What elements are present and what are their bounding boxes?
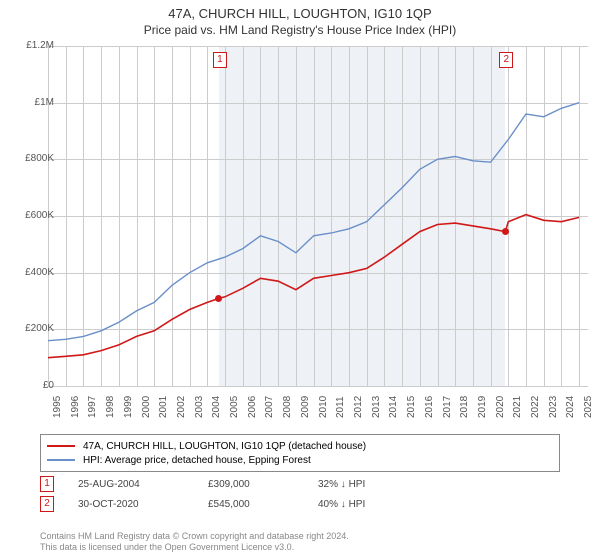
gridline [48,386,588,387]
x-tick-label: 2005 [229,396,240,418]
x-tick-label: 2024 [565,396,576,418]
x-axis-labels: 1995 1996 1997 1998 1999 2000 2001 2002 2003 2004… [48,388,588,428]
legend-label: HPI: Average price, detached house, Eppi… [83,455,311,466]
transaction-date: 25-AUG-2004 [78,479,208,490]
x-tick-label: 2021 [512,396,523,418]
chart-marker-label: 1 [213,52,227,68]
transaction-row: 2 30-OCT-2020£545,00040% ↓ HPI [40,494,438,514]
x-tick-label: 2006 [247,396,258,418]
footer-attribution: Contains HM Land Registry data © Crown c… [40,531,349,554]
y-tick-label: £800K [14,153,54,164]
transaction-delta: 32% ↓ HPI [318,479,438,490]
x-tick-label: 2020 [495,396,506,418]
x-tick-label: 1996 [70,396,81,418]
x-tick-label: 2002 [176,396,187,418]
legend-swatch [47,445,75,447]
x-tick-label: 2023 [548,396,559,418]
x-tick-label: 2019 [477,396,488,418]
legend-swatch [47,459,75,461]
x-tick-label: 2001 [158,396,169,418]
x-tick-label: 2009 [300,396,311,418]
x-tick-label: 2010 [318,396,329,418]
y-tick-label: £1M [14,97,54,108]
x-tick-label: 1998 [105,396,116,418]
x-tick-label: 2014 [388,396,399,418]
x-tick-label: 2000 [141,396,152,418]
x-tick-label: 2017 [442,396,453,418]
transaction-price: £309,000 [208,479,318,490]
x-tick-label: 2004 [211,396,222,418]
legend: 47A, CHURCH HILL, LOUGHTON, IG10 1QP (de… [40,434,560,472]
x-tick-label: 2003 [194,396,205,418]
x-tick-label: 2007 [264,396,275,418]
x-tick-label: 2013 [371,396,382,418]
y-tick-label: £600K [14,210,54,221]
transaction-table: 1 25-AUG-2004£309,00032% ↓ HPI 2 30-OCT-202… [40,474,438,514]
series-hpi [48,103,579,341]
legend-label: 47A, CHURCH HILL, LOUGHTON, IG10 1QP (de… [83,441,366,452]
transaction-row: 1 25-AUG-2004£309,00032% ↓ HPI [40,474,438,494]
chart-marker-dot [502,228,509,235]
y-tick-label: £200K [14,323,54,334]
x-tick-label: 1995 [52,396,63,418]
y-tick-label: £1.2M [14,40,54,51]
chart-plot-area: 12 [48,46,588,386]
legend-item: 47A, CHURCH HILL, LOUGHTON, IG10 1QP (de… [47,439,553,453]
x-tick-label: 1999 [123,396,134,418]
transaction-marker: 1 [40,476,54,492]
transaction-date: 30-OCT-2020 [78,499,208,510]
x-tick-label: 2018 [459,396,470,418]
y-tick-label: £0 [14,380,54,391]
transaction-price: £545,000 [208,499,318,510]
chart-marker-label: 2 [499,52,513,68]
x-tick-label: 2025 [583,396,594,418]
footer-line: This data is licensed under the Open Gov… [40,542,349,554]
legend-item: HPI: Average price, detached house, Eppi… [47,453,553,467]
chart-subtitle: Price paid vs. HM Land Registry's House … [0,21,600,37]
x-tick-label: 2011 [335,396,346,418]
x-tick-label: 2016 [424,396,435,418]
footer-line: Contains HM Land Registry data © Crown c… [40,531,349,543]
chart-svg [48,46,588,386]
chart-title: 47A, CHURCH HILL, LOUGHTON, IG10 1QP [0,0,600,21]
x-tick-label: 2008 [282,396,293,418]
y-tick-label: £400K [14,267,54,278]
x-tick-label: 2015 [406,396,417,418]
x-tick-label: 2012 [353,396,364,418]
transaction-delta: 40% ↓ HPI [318,499,438,510]
x-tick-label: 1997 [87,396,98,418]
transaction-marker: 2 [40,496,54,512]
x-tick-label: 2022 [530,396,541,418]
